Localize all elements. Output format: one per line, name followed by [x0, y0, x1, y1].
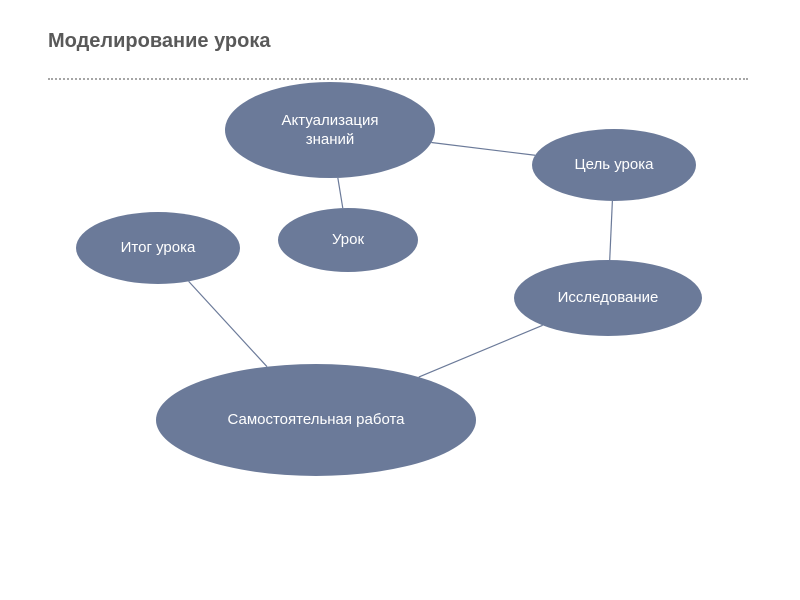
edge-research-self	[419, 325, 543, 377]
node-label-line: Урок	[332, 230, 364, 250]
edge-actual-lesson	[338, 178, 343, 208]
node-self: Самостоятельная работа	[156, 364, 476, 476]
node-research: Исследование	[514, 260, 702, 336]
node-result: Итог урока	[76, 212, 240, 284]
edge-actual-goal	[431, 142, 535, 155]
node-label-line: Исследование	[558, 288, 659, 308]
node-lesson: Урок	[278, 208, 418, 272]
node-label-line: знаний	[306, 130, 355, 150]
edge-goal-research	[610, 201, 613, 260]
node-label-line: Итог урока	[121, 238, 196, 258]
edge-self-result	[189, 281, 267, 366]
node-label-line: Цель урока	[575, 155, 654, 175]
node-label-line: Самостоятельная работа	[227, 410, 404, 430]
node-label-line: Актуализация	[282, 111, 379, 131]
node-goal: Цель урока	[532, 129, 696, 201]
diagram-title: Моделирование урока	[48, 30, 271, 53]
node-actual: Актуализациязнаний	[225, 82, 435, 178]
divider-line	[48, 78, 748, 80]
